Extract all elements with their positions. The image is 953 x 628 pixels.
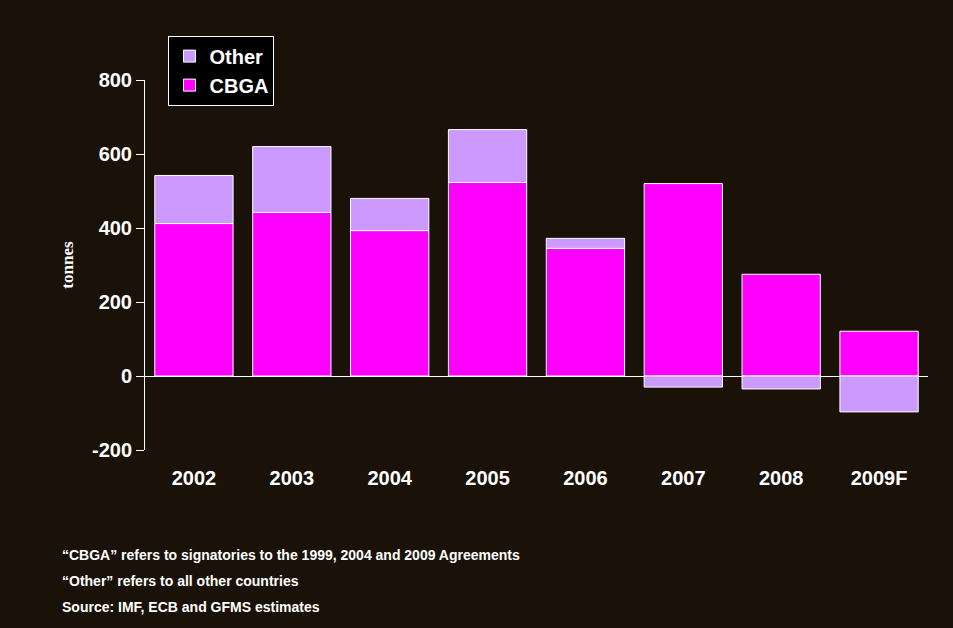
svg-text:600: 600 xyxy=(99,143,132,165)
svg-text:“Other” refers to all other co: “Other” refers to all other countries xyxy=(62,573,299,589)
svg-text:400: 400 xyxy=(99,217,132,239)
svg-text:2003: 2003 xyxy=(270,467,315,489)
svg-text:2009F: 2009F xyxy=(851,467,908,489)
svg-text:2005: 2005 xyxy=(465,467,510,489)
svg-text:2007: 2007 xyxy=(661,467,706,489)
svg-text:“CBGA” refers to signatories t: “CBGA” refers to signatories to the 1999… xyxy=(62,547,520,563)
svg-text:-200: -200 xyxy=(92,439,132,461)
svg-text:200: 200 xyxy=(99,291,132,313)
svg-text:Other: Other xyxy=(209,46,263,68)
svg-text:2006: 2006 xyxy=(563,467,608,489)
svg-text:2008: 2008 xyxy=(759,467,804,489)
svg-text:800: 800 xyxy=(99,69,132,91)
svg-text:Source: IMF, ECB and GFMS esti: Source: IMF, ECB and GFMS estimates xyxy=(62,599,320,615)
svg-text:tonnes: tonnes xyxy=(58,241,77,289)
svg-text:CBGA: CBGA xyxy=(209,75,268,97)
svg-text:2002: 2002 xyxy=(172,467,217,489)
svg-text:2004: 2004 xyxy=(367,467,412,489)
svg-text:0: 0 xyxy=(121,365,132,387)
